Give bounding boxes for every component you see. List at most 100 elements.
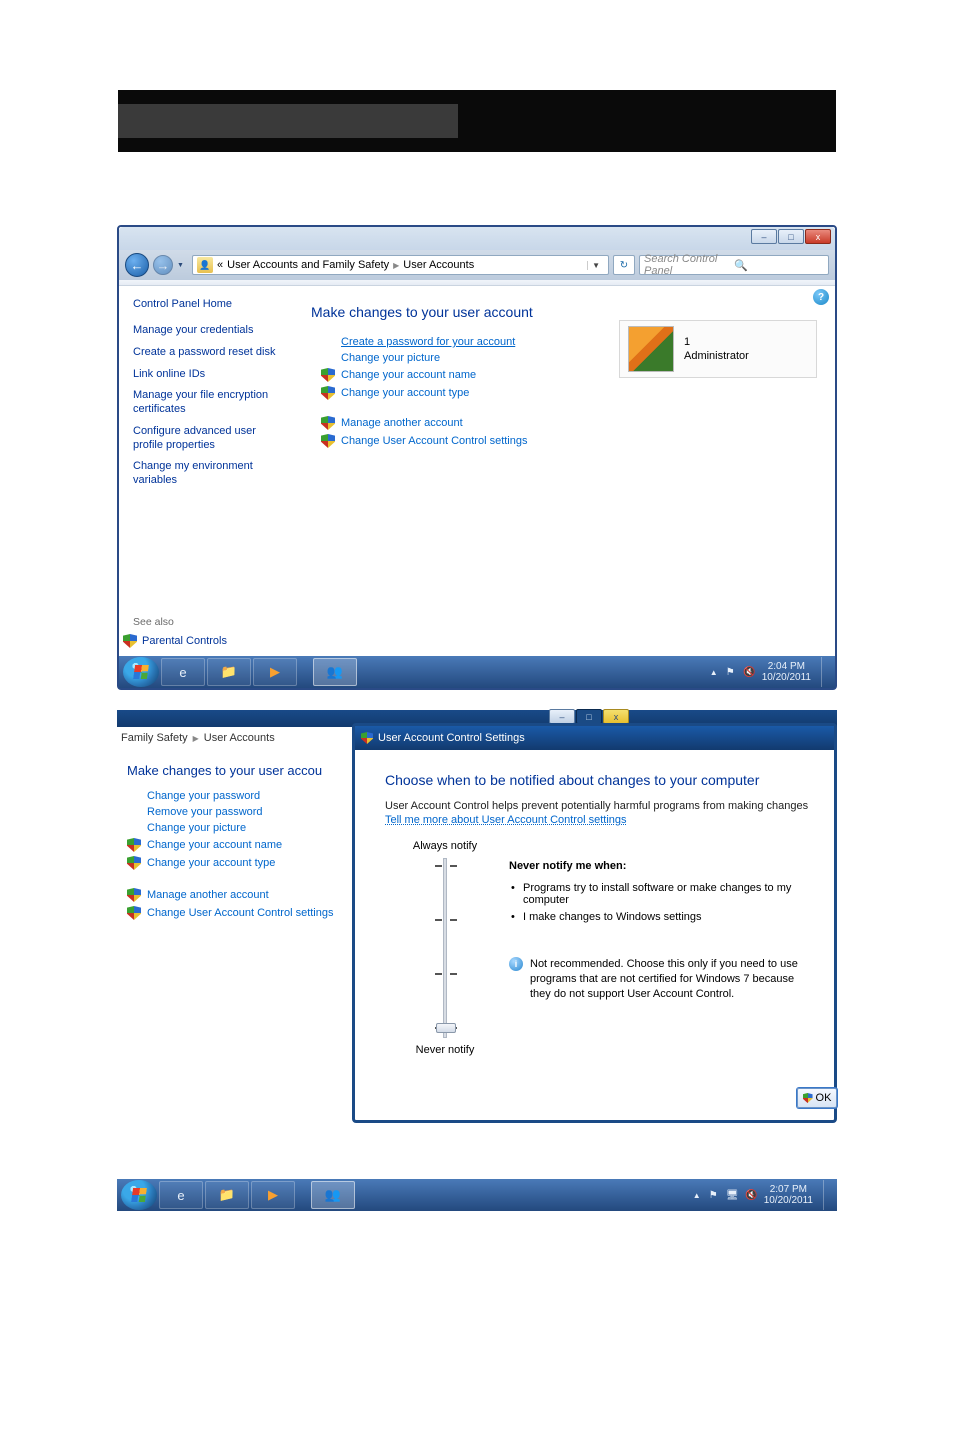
breadcrumb-segment[interactable]: User Accounts	[403, 259, 474, 271]
breadcrumb-segment[interactable]: User Accounts	[204, 732, 275, 744]
network-icon[interactable]: 🖥	[726, 1189, 739, 1202]
sidebar-task[interactable]: Change my environment variables	[133, 460, 277, 488]
breadcrumb-sep-icon: ▶	[393, 261, 399, 270]
uac-learn-more-link[interactable]: Tell me more about User Account Control …	[385, 814, 818, 826]
taskbar-ie-button[interactable]: e	[159, 1181, 203, 1209]
taskbar-control-panel-button[interactable]: 👥	[311, 1181, 355, 1209]
nav-history-dropdown[interactable]: ▼	[177, 262, 188, 269]
action-center-icon[interactable]: ⚑	[724, 666, 737, 679]
start-button[interactable]	[121, 1180, 157, 1210]
address-dropdown-button[interactable]: ▼	[587, 261, 604, 270]
tray-overflow-button[interactable]: ▲	[710, 668, 718, 677]
clock-date: 10/20/2011	[764, 1195, 813, 1206]
volume-icon[interactable]: 🔇	[743, 666, 756, 679]
refresh-button[interactable]: ↻	[613, 255, 635, 275]
uac-recommendation-text: Not recommended. Choose this only if you…	[530, 957, 810, 1002]
parental-controls-label: Parental Controls	[142, 635, 227, 647]
taskbar[interactable]: e 📁 ▶ 👥 ▲ ⚑ 🔇 2:04 PM 10/20/2011	[119, 656, 835, 688]
taskbar-ie-button[interactable]: e	[161, 658, 205, 686]
nav-back-button[interactable]: ←	[125, 253, 149, 277]
uac-description: User Account Control helps prevent poten…	[385, 800, 818, 812]
account-name: 1	[684, 335, 749, 349]
sidebar-task[interactable]: Manage your file encryption certificates	[133, 389, 277, 417]
breadcrumb[interactable]: 👤 « User Accounts and Family Safety ▶ Us…	[192, 255, 609, 275]
bg-maximize-button[interactable]: □	[576, 709, 602, 724]
shield-icon	[123, 634, 137, 648]
start-button[interactable]	[123, 657, 159, 687]
uac-heading: Choose when to be notified about changes…	[385, 772, 818, 788]
uac-bullet: Programs try to install software or make…	[509, 882, 810, 906]
shield-icon	[803, 1093, 813, 1103]
bg-minimize-button[interactable]: –	[549, 709, 575, 724]
taskbar-media-button[interactable]: ▶	[251, 1181, 295, 1209]
breadcrumb-segment[interactable]: Family Safety	[121, 732, 188, 744]
manage-another-account-link[interactable]: Manage another account	[341, 417, 463, 429]
shield-icon	[321, 386, 335, 400]
control-panel-home-link[interactable]: Control Panel Home	[133, 298, 277, 310]
uac-settings-window: User Account Control Settings Choose whe…	[352, 723, 837, 1123]
change-account-type-link[interactable]: Change your account type	[341, 387, 469, 399]
slider-track[interactable]	[443, 858, 447, 1038]
change-account-name-link[interactable]: Change your account name	[147, 839, 282, 851]
breadcrumb-segment[interactable]: User Accounts and Family Safety	[227, 259, 389, 271]
clock-time: 2:07 PM	[764, 1184, 813, 1195]
address-bar: ← → ▼ 👤 « User Accounts and Family Safet…	[119, 250, 835, 280]
location-icon: 👤	[197, 257, 213, 273]
change-password-link[interactable]: Change your password	[147, 790, 260, 802]
see-also-label: See also	[133, 616, 277, 628]
shield-icon	[127, 856, 141, 870]
remove-password-link[interactable]: Remove your password	[147, 806, 263, 818]
header-left-block	[118, 104, 458, 138]
create-password-link[interactable]: Create a password for your account	[341, 336, 515, 348]
clock-date: 10/20/2011	[762, 672, 811, 683]
parental-controls-link[interactable]: Parental Controls	[119, 634, 277, 648]
close-button[interactable]: x	[805, 229, 831, 244]
document-header-bar	[118, 90, 836, 152]
uac-slider[interactable]: Always notify Never notify	[385, 840, 505, 1056]
sidebar-task[interactable]: Create a password reset disk	[133, 346, 277, 360]
change-uac-settings-link[interactable]: Change User Account Control settings	[341, 435, 528, 447]
uac-detail-pane: Never notify me when: Programs try to in…	[505, 840, 818, 1056]
uac-level-heading: Never notify me when:	[509, 860, 810, 872]
show-desktop-button[interactable]	[821, 657, 829, 687]
page-title: Make changes to your user accou	[127, 763, 346, 778]
tray-overflow-button[interactable]: ▲	[693, 1191, 701, 1200]
change-uac-settings-link[interactable]: Change User Account Control settings	[147, 907, 334, 919]
uac-window-titlebar[interactable]: User Account Control Settings	[355, 726, 834, 750]
nav-forward-button[interactable]: →	[153, 255, 173, 275]
show-desktop-button[interactable]	[823, 1180, 831, 1210]
slider-bottom-label: Never notify	[416, 1044, 475, 1056]
window-titlebar[interactable]: – □ x	[119, 227, 835, 250]
bg-close-button[interactable]: x	[603, 709, 629, 724]
search-input[interactable]: Search Control Panel 🔍	[639, 255, 829, 275]
change-picture-link[interactable]: Change your picture	[341, 352, 440, 364]
shield-icon	[127, 838, 141, 852]
slider-thumb[interactable]	[436, 1023, 456, 1033]
taskbar-explorer-button[interactable]: 📁	[205, 1181, 249, 1209]
change-account-type-link[interactable]: Change your account type	[147, 857, 275, 869]
user-accounts-window: – □ x ← → ▼ 👤 « User Accounts and Family…	[117, 225, 837, 690]
change-picture-link[interactable]: Change your picture	[147, 822, 246, 834]
sidebar-task[interactable]: Configure advanced user profile properti…	[133, 425, 277, 453]
volume-icon[interactable]: 🔇	[745, 1189, 758, 1202]
system-tray[interactable]: ▲ ⚑ 🖥 🔇 2:07 PM 10/20/2011	[693, 1180, 833, 1210]
breadcrumb-sep-icon: ▶	[193, 734, 199, 743]
uac-screenshot: – □ x Family Safety ▶ User Accounts Make…	[117, 710, 837, 1211]
sidebar-task[interactable]: Manage your credentials	[133, 324, 277, 338]
minimize-button[interactable]: –	[751, 229, 777, 244]
system-tray[interactable]: ▲ ⚑ 🔇 2:04 PM 10/20/2011	[710, 657, 831, 687]
breadcrumb-prefix: «	[217, 259, 223, 271]
taskbar-media-button[interactable]: ▶	[253, 658, 297, 686]
manage-another-account-link[interactable]: Manage another account	[147, 889, 269, 901]
taskbar-explorer-button[interactable]: 📁	[207, 658, 251, 686]
change-account-name-link[interactable]: Change your account name	[341, 369, 476, 381]
action-center-icon[interactable]: ⚑	[707, 1189, 720, 1202]
ok-button[interactable]: OK	[797, 1088, 837, 1108]
clock[interactable]: 2:07 PM 10/20/2011	[764, 1184, 813, 1206]
maximize-button[interactable]: □	[778, 229, 804, 244]
taskbar-control-panel-button[interactable]: 👥	[313, 658, 357, 686]
sidebar-task[interactable]: Link online IDs	[133, 368, 277, 382]
account-role: Administrator	[684, 349, 749, 363]
taskbar[interactable]: e 📁 ▶ 👥 ▲ ⚑ 🖥 🔇 2:07 PM 10/20/2011	[117, 1179, 837, 1211]
clock[interactable]: 2:04 PM 10/20/2011	[762, 661, 811, 683]
